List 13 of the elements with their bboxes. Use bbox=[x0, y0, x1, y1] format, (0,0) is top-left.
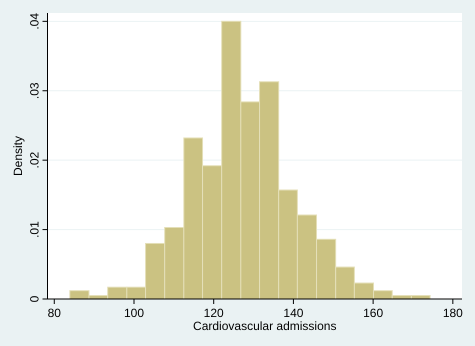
x-tick-label: 160 bbox=[363, 306, 384, 320]
x-tick-label: 120 bbox=[204, 306, 224, 320]
y-tick-label: .01 bbox=[28, 220, 42, 238]
y-axis-title: Density bbox=[11, 136, 25, 176]
y-tick-label: .02 bbox=[28, 152, 42, 169]
x-tick-label: 100 bbox=[124, 306, 144, 320]
y-tick-label: .04 bbox=[28, 12, 42, 30]
x-tick-label: 80 bbox=[48, 306, 62, 320]
y-tick-label: 0 bbox=[28, 295, 42, 302]
x-tick-label: 140 bbox=[283, 306, 304, 320]
y-tick-label: .03 bbox=[28, 82, 42, 100]
x-tick-label: 180 bbox=[442, 306, 464, 320]
x-axis-title: Cardiovascular admissions bbox=[193, 319, 336, 333]
